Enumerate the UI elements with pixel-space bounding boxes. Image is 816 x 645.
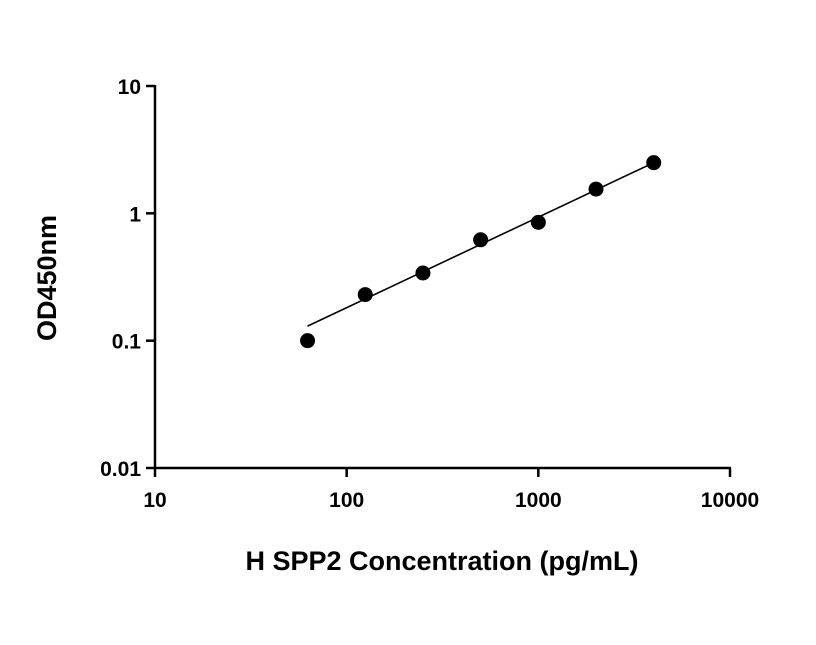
data-point	[415, 265, 431, 281]
data-point	[588, 181, 604, 197]
y-ticks: 0.01 0.1 1 10	[100, 76, 155, 481]
data-point	[646, 155, 662, 171]
axes: 0.01 0.1 1 10 10 100 1000 10000	[100, 76, 759, 512]
y-tick-label: 0.01	[100, 458, 141, 481]
x-tick-label: 10	[143, 489, 166, 512]
x-ticks: 10 100 1000 10000	[143, 468, 759, 512]
data-point	[357, 287, 373, 303]
y-axis-title: OD450nm	[32, 215, 62, 341]
data-points	[300, 155, 662, 349]
x-tick-label: 1000	[515, 489, 562, 512]
y-tick-label: 0.1	[112, 331, 142, 354]
data-point	[300, 333, 316, 349]
y-tick-label: 1	[129, 203, 141, 226]
data-point	[473, 232, 489, 248]
x-tick-label: 10000	[701, 489, 759, 512]
y-tick-label: 10	[118, 76, 141, 99]
x-axis-title: H SPP2 Concentration (pg/mL)	[245, 546, 638, 576]
data-point	[530, 214, 546, 230]
x-tick-label: 100	[329, 489, 364, 512]
